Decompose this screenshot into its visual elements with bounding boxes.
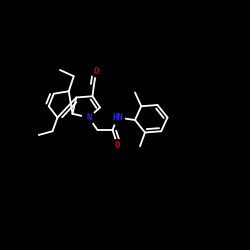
Circle shape bbox=[82, 111, 95, 124]
Circle shape bbox=[110, 110, 124, 124]
Circle shape bbox=[112, 140, 123, 150]
Circle shape bbox=[91, 66, 102, 77]
Text: HN: HN bbox=[112, 113, 123, 122]
Text: O: O bbox=[94, 67, 99, 76]
Text: O: O bbox=[115, 140, 120, 149]
Text: N: N bbox=[86, 113, 92, 122]
